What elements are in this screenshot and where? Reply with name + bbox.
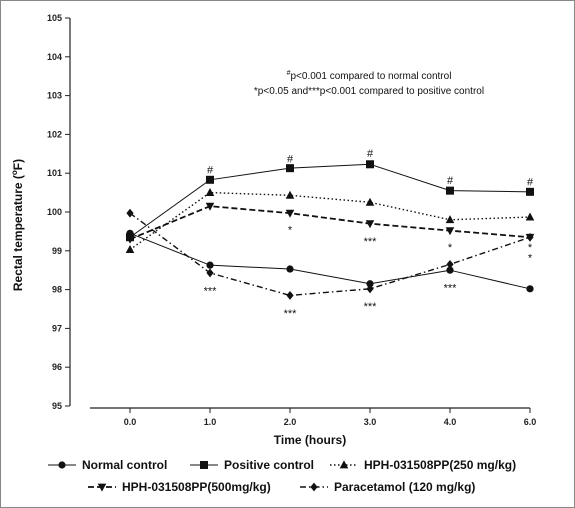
- significance-mark: ***: [364, 301, 378, 313]
- legend-item: Positive control: [190, 458, 314, 472]
- data-point: [205, 202, 215, 211]
- legend-item: HPH-031508PP(500mg/kg): [88, 480, 271, 494]
- series-lines: [129, 163, 531, 297]
- y-tick-label: 101: [47, 168, 62, 178]
- data-point: [286, 164, 294, 173]
- data-point: [125, 245, 135, 254]
- y-tick-label: 100: [47, 207, 62, 217]
- data-point: [445, 215, 455, 224]
- legend-marker: [97, 483, 107, 492]
- y-tick-label: 96: [52, 362, 62, 372]
- data-point: [365, 197, 375, 206]
- significance-mark: *: [448, 242, 453, 254]
- legend-marker: [310, 482, 318, 492]
- significance-note-1: #p<0.001 compared to normal control: [287, 70, 452, 82]
- x-tick-label: 6.0: [524, 417, 537, 427]
- legend-item: Normal control: [48, 458, 167, 472]
- data-point: [526, 285, 534, 293]
- data-point: [366, 160, 374, 169]
- significance-mark: *: [288, 224, 293, 236]
- legend-label: Normal control: [82, 458, 167, 472]
- significance-mark: ***: [444, 283, 458, 295]
- series-line-4: [129, 205, 531, 240]
- legend-label: HPH-031508PP(500mg/kg): [122, 480, 271, 494]
- significance-mark: #: [207, 164, 214, 176]
- y-tick-label: 98: [52, 285, 62, 295]
- significance-note-2: *p<0.05 and***p<0.001 compared to positi…: [254, 86, 484, 97]
- data-point: [366, 280, 374, 288]
- y-tick-label: 99: [52, 246, 62, 256]
- legend-item: Paracetamol (120 mg/kg): [300, 480, 475, 494]
- legend-item: HPH-031508PP(250 mg/kg): [330, 458, 516, 472]
- data-point: [206, 175, 214, 184]
- legend-label: HPH-031508PP(250 mg/kg): [364, 458, 516, 472]
- legend-marker: [339, 460, 349, 469]
- y-tick-label: 95: [52, 401, 62, 411]
- significance-mark: ***: [364, 236, 378, 248]
- data-point: [446, 259, 454, 269]
- x-axis-title: Time (hours): [274, 433, 346, 447]
- y-tick-label: 105: [47, 13, 62, 23]
- y-axis-title: Rectal temperature (oF): [10, 159, 25, 291]
- data-point: [446, 266, 454, 274]
- data-point: [446, 186, 454, 195]
- data-point: [206, 261, 214, 269]
- data-point: [126, 208, 134, 218]
- significance-mark: ***: [284, 308, 298, 320]
- significance-mark: *: [528, 252, 533, 264]
- significance-mark: #: [447, 175, 454, 187]
- significance-mark: #: [367, 148, 374, 160]
- data-point: [285, 209, 295, 218]
- x-tick-label: 1.0: [204, 417, 217, 427]
- legend: Normal control Positive control HPH-031508…: [48, 458, 516, 494]
- x-tick-label: 0.0: [124, 417, 137, 427]
- legend-marker: [200, 461, 208, 469]
- series-line-1: [129, 232, 531, 290]
- series-line-2: [129, 163, 531, 238]
- data-point: [445, 227, 455, 236]
- data-point: [526, 232, 534, 242]
- data-point: [206, 268, 214, 278]
- significance-mark: #: [287, 153, 294, 165]
- y-tick-label: 102: [47, 129, 62, 139]
- x-tick-label: 2.0: [284, 417, 297, 427]
- data-point: [286, 265, 294, 273]
- series-line-5: [129, 212, 531, 297]
- x-tick-label: 3.0: [364, 417, 377, 427]
- data-point: [526, 187, 534, 196]
- data-point: [285, 190, 295, 199]
- legend-label: Paracetamol (120 mg/kg): [334, 480, 475, 494]
- significance-mark: *: [528, 242, 533, 254]
- data-point: [205, 188, 215, 196]
- axes: 95 96 97 98 99 100 101 102 103 104 105 0.0 1.0 2.0 3.0…: [47, 13, 536, 427]
- y-tick-label: 103: [47, 91, 62, 101]
- significance-mark: #: [527, 176, 534, 188]
- data-point: [366, 284, 374, 294]
- legend-label: Positive control: [224, 458, 314, 472]
- y-tick-label: 97: [52, 323, 62, 333]
- significance-labels: ## ## #**** * **************: [204, 148, 534, 320]
- significance-mark: ***: [204, 285, 218, 297]
- series-markers: [125, 160, 535, 300]
- x-tick-label: 4.0: [444, 417, 457, 427]
- data-point: [525, 212, 535, 221]
- data-point: [365, 220, 375, 229]
- data-point: [125, 235, 135, 244]
- data-point: [286, 291, 294, 300]
- y-tick-label: 104: [47, 52, 62, 62]
- legend-marker: [58, 461, 66, 469]
- series-line-3: [129, 191, 531, 251]
